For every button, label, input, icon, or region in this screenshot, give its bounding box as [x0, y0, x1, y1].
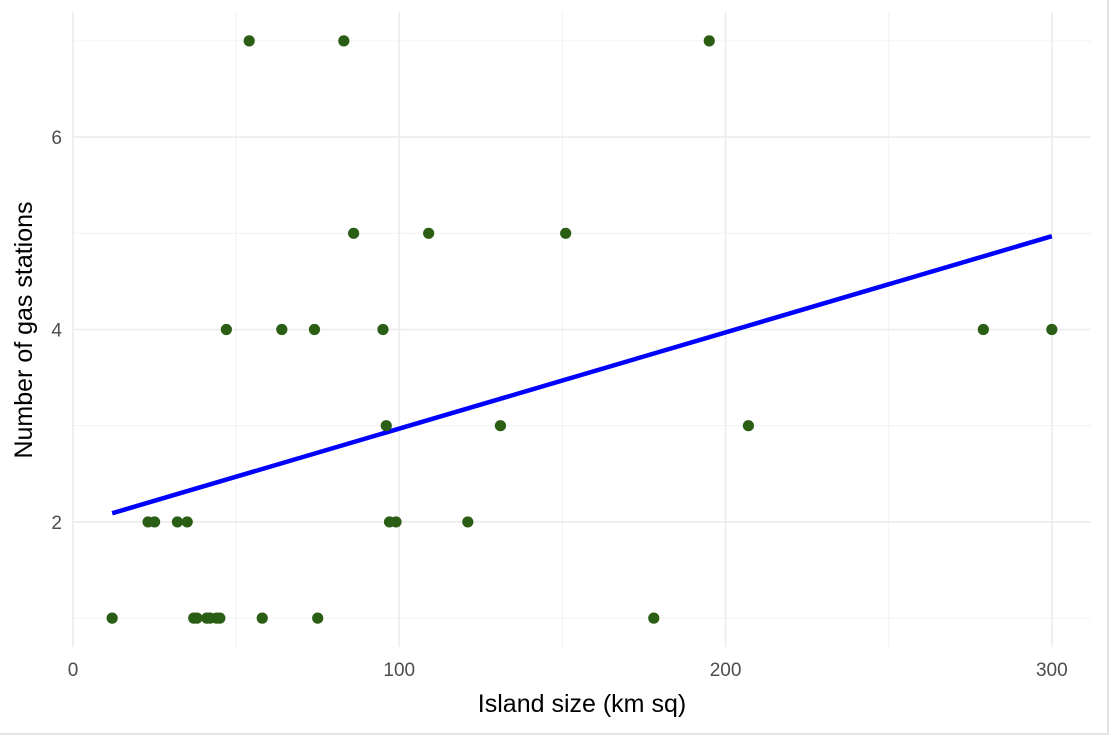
data-point — [220, 323, 232, 336]
data-point — [348, 227, 360, 239]
data-point — [243, 35, 255, 47]
data-point — [560, 227, 572, 239]
data-point — [148, 516, 161, 528]
data-point — [214, 612, 226, 624]
data-point — [1046, 323, 1058, 336]
data-point — [423, 227, 435, 239]
data-point — [648, 612, 660, 624]
points-layer — [106, 35, 1058, 624]
trend-line-layer — [111, 234, 1053, 516]
y-axis-title: Number of gas stations — [10, 201, 38, 458]
data-point — [742, 420, 755, 432]
data-point — [256, 612, 268, 624]
data-point — [191, 612, 203, 624]
x-tick-label: 100 — [383, 660, 415, 681]
data-point — [308, 323, 321, 336]
data-point — [390, 516, 402, 528]
data-point — [276, 323, 288, 336]
data-point — [312, 612, 324, 624]
y-tick-label: 4 — [51, 321, 62, 342]
data-point — [171, 516, 184, 528]
data-point — [380, 420, 392, 432]
x-tick-label: 0 — [68, 660, 79, 681]
x-tick-label: 200 — [710, 660, 742, 681]
data-point — [106, 612, 118, 624]
data-point — [703, 35, 715, 47]
trend-line — [111, 234, 1053, 516]
data-point — [181, 516, 193, 528]
data-point — [462, 516, 474, 528]
x-tick-labels: 0 100 200 300 — [68, 660, 1068, 681]
x-tick-label: 300 — [1036, 660, 1068, 681]
data-point — [977, 323, 989, 336]
data-point — [494, 420, 507, 432]
data-point — [377, 323, 389, 336]
y-tick-label: 6 — [51, 128, 62, 149]
data-point — [338, 35, 350, 47]
x-axis-title: Island size (km sq) — [478, 690, 686, 718]
y-tick-label: 2 — [51, 513, 62, 534]
grid — [72, 12, 1091, 647]
y-tick-labels: 2 4 6 — [51, 128, 62, 534]
